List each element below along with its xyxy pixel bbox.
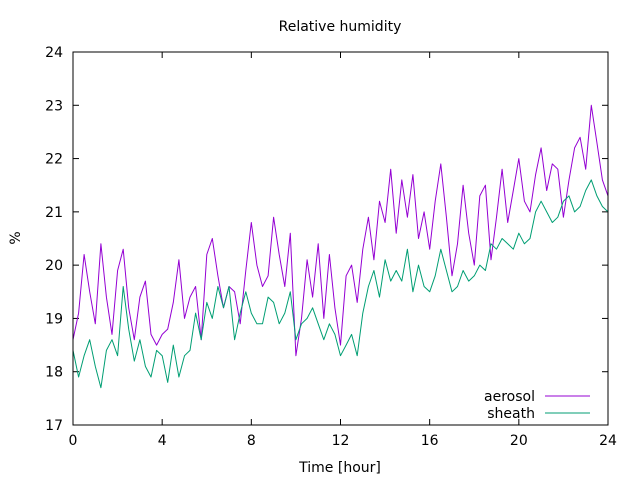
y-tick-label: 21 bbox=[45, 205, 63, 221]
x-tick-label: 24 bbox=[599, 433, 617, 449]
plot-frame bbox=[72, 51, 609, 426]
legend-label-aerosol: aerosol bbox=[484, 389, 535, 405]
series-line-aerosol bbox=[72, 104, 609, 357]
y-tick-label: 17 bbox=[45, 418, 63, 434]
series-line-sheath bbox=[72, 179, 609, 389]
series-layer bbox=[72, 104, 609, 389]
x-tick-label: 4 bbox=[158, 433, 167, 449]
legend-label-sheath: sheath bbox=[487, 406, 535, 422]
x-axis-label: Time [hour] bbox=[298, 460, 381, 476]
x-tick-label: 0 bbox=[69, 433, 78, 449]
y-tick-label: 24 bbox=[45, 45, 63, 61]
y-tick-label: 19 bbox=[45, 311, 63, 327]
y-tick-label: 20 bbox=[45, 258, 63, 274]
x-tick-label: 12 bbox=[332, 433, 350, 449]
y-tick-label: 23 bbox=[45, 98, 63, 114]
y-axis-label: % bbox=[8, 231, 24, 244]
x-tick-label: 16 bbox=[421, 433, 439, 449]
y-tick-label: 22 bbox=[45, 152, 63, 168]
y-tick-label: 18 bbox=[45, 365, 63, 381]
chart-title: Relative humidity bbox=[279, 19, 402, 35]
x-tick-label: 8 bbox=[247, 433, 256, 449]
x-tick-label: 20 bbox=[510, 433, 528, 449]
